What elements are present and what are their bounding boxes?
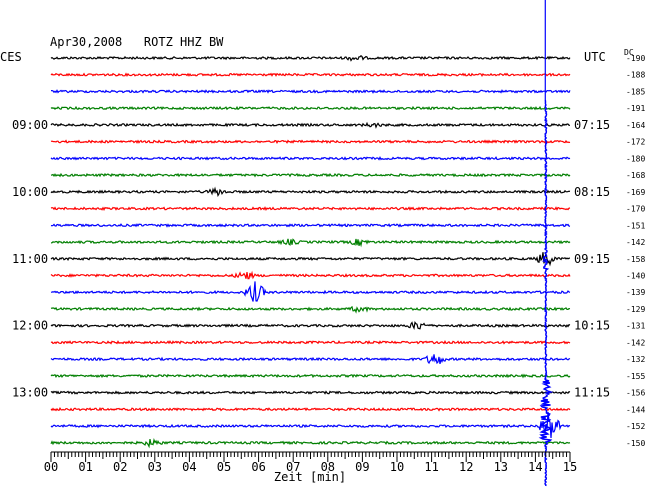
trace-12 bbox=[50, 252, 571, 267]
dc-value-12: -158 bbox=[626, 255, 645, 264]
x-tick-label-1: 01 bbox=[78, 460, 92, 474]
trace-7 bbox=[50, 172, 571, 178]
x-tick-label-10: 10 bbox=[390, 460, 404, 474]
left-time-label-3: 12:00 bbox=[12, 319, 48, 333]
time-labels: 09:00 10:00 11:00 12:00 13:00 07:15 08:15 09:15… bbox=[12, 118, 610, 400]
dc-value-2: -185 bbox=[626, 87, 645, 96]
dc-value-18: -132 bbox=[626, 355, 645, 364]
dc-value-4: -164 bbox=[626, 121, 645, 130]
chart-title: Apr30,2008 ROTZ HHZ BW bbox=[50, 35, 224, 49]
dc-value-21: -144 bbox=[626, 405, 645, 414]
left-time-label-0: 09:00 bbox=[12, 118, 48, 132]
dc-value-20: -156 bbox=[626, 389, 645, 398]
dc-value-3: -191 bbox=[626, 104, 645, 113]
trace-11 bbox=[50, 238, 571, 248]
dc-value-15: -129 bbox=[626, 305, 645, 314]
dc-value-9: -170 bbox=[626, 205, 645, 214]
dc-value-0: -190 bbox=[626, 54, 645, 63]
right-time-label-0: 07:15 bbox=[574, 118, 610, 132]
trace-13 bbox=[50, 270, 571, 280]
dc-value-6: -180 bbox=[626, 154, 645, 163]
trace-4 bbox=[50, 121, 570, 129]
x-tick-label-11: 11 bbox=[424, 460, 438, 474]
dc-value-23: -150 bbox=[626, 439, 645, 448]
dc-value-16: -131 bbox=[626, 322, 645, 331]
x-tick-label-15: 15 bbox=[563, 460, 577, 474]
trace-1 bbox=[50, 72, 571, 78]
trace-8 bbox=[50, 186, 571, 197]
trace-18 bbox=[50, 354, 571, 365]
trace-6 bbox=[50, 156, 571, 161]
right-time-label-3: 10:15 bbox=[574, 319, 610, 333]
dc-value-5: -172 bbox=[626, 138, 645, 147]
trace-10 bbox=[50, 223, 571, 228]
trace-22 bbox=[50, 411, 571, 438]
trace-14 bbox=[50, 281, 571, 302]
left-axis-label: CES bbox=[0, 50, 22, 64]
traces: -190 -188 -185 -191 -164 -172 -180 -168 -169 -170… bbox=[50, 0, 645, 487]
trace-0 bbox=[50, 55, 571, 62]
dc-value-1: -188 bbox=[626, 71, 645, 80]
x-axis: 00 01 02 03 04 05 06 07 08 09 10 11 12 13 14 15 bbox=[44, 451, 577, 474]
x-tick-label-13: 13 bbox=[494, 460, 508, 474]
dc-label: DC bbox=[624, 48, 634, 57]
left-time-label-1: 10:00 bbox=[12, 185, 48, 199]
x-tick-label-5: 05 bbox=[217, 460, 231, 474]
dc-value-8: -169 bbox=[626, 188, 645, 197]
x-tick-label-7: 07 bbox=[286, 460, 300, 474]
x-tick-label-8: 08 bbox=[321, 460, 335, 474]
trace-21 bbox=[50, 406, 571, 412]
dc-value-19: -155 bbox=[626, 372, 645, 381]
trace-3 bbox=[50, 105, 571, 111]
trace-20 bbox=[50, 390, 571, 395]
right-time-label-4: 11:15 bbox=[574, 386, 610, 400]
trace-2 bbox=[51, 89, 571, 94]
trace-17 bbox=[50, 339, 571, 345]
trace-9 bbox=[50, 206, 571, 212]
dc-value-14: -139 bbox=[626, 288, 645, 297]
x-tick-label-6: 06 bbox=[251, 460, 265, 474]
right-time-label-1: 08:15 bbox=[574, 185, 610, 199]
dc-value-13: -140 bbox=[626, 271, 645, 280]
trace-16 bbox=[50, 321, 571, 331]
spike-trace bbox=[538, 99, 554, 487]
dc-value-7: -168 bbox=[626, 171, 645, 180]
x-tick-label-3: 03 bbox=[148, 460, 162, 474]
trace-5 bbox=[50, 139, 571, 144]
left-time-label-4: 13:00 bbox=[12, 386, 48, 400]
dc-value-10: -151 bbox=[626, 221, 645, 230]
dc-value-11: -142 bbox=[626, 238, 645, 247]
right-time-label-2: 09:15 bbox=[574, 252, 610, 266]
trace-23 bbox=[50, 437, 571, 449]
right-axis-label: UTC bbox=[584, 50, 606, 64]
x-tick-label-14: 14 bbox=[528, 460, 542, 474]
dc-value-17: -142 bbox=[626, 338, 645, 347]
x-axis-label: Zeit [min] bbox=[274, 470, 346, 484]
trace-19 bbox=[50, 373, 571, 379]
left-time-label-2: 11:00 bbox=[12, 252, 48, 266]
x-tick-label-9: 09 bbox=[355, 460, 369, 474]
dc-value-22: -152 bbox=[626, 422, 645, 431]
x-tick-label-4: 04 bbox=[182, 460, 196, 474]
x-tick-label-0: 00 bbox=[44, 460, 58, 474]
trace-15 bbox=[50, 305, 571, 314]
x-tick-label-2: 02 bbox=[113, 460, 127, 474]
x-tick-label-12: 12 bbox=[459, 460, 473, 474]
